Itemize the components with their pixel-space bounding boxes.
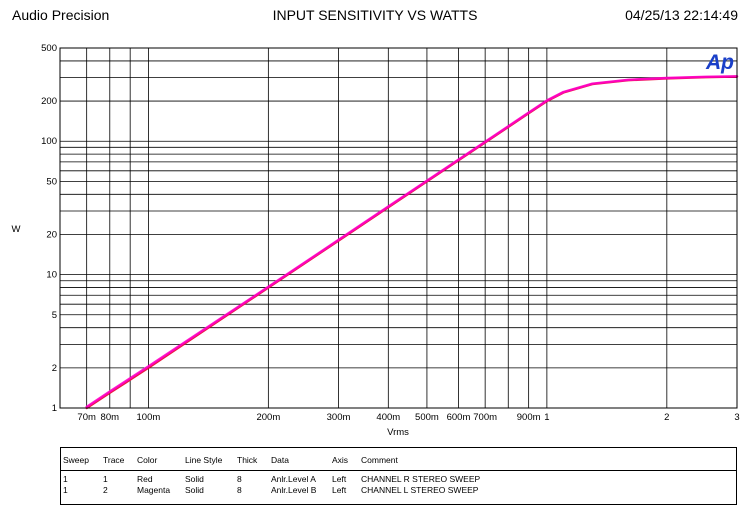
legend-cell-color: Magenta — [137, 485, 171, 495]
legend-cell-thick: 8 — [237, 485, 242, 495]
y-tick-label: 5 — [52, 310, 57, 321]
x-tick-label: 600m — [447, 412, 471, 423]
series-layer — [85, 75, 739, 410]
y-tick-label: 500 — [41, 43, 57, 54]
y-tick-label: 50 — [46, 176, 57, 187]
legend-cell-comment: CHANNEL L STEREO SWEEP — [361, 485, 479, 495]
y-tick-labels: 1 2 5 10 20 50 100 200 500 — [41, 43, 57, 414]
x-axis-label: Vrms — [387, 427, 409, 438]
legend-header-trace: Trace — [103, 455, 125, 465]
x-tick-labels: 70m 80m 100m 200m 300m 400m 500m 600m 700m 900m 1 2… — [77, 412, 739, 423]
legend-header-sweep: Sweep — [63, 455, 89, 465]
x-tick-label: 500m — [415, 412, 439, 423]
x-tick-label: 900m — [517, 412, 541, 423]
x-tick-label: 3 — [734, 412, 739, 423]
legend-header-comment: Comment — [361, 455, 398, 465]
legend-cell-line-style: Solid — [185, 485, 204, 495]
legend-separator — [61, 470, 736, 471]
y-tick-label: 10 — [46, 270, 57, 281]
legend-cell-trace: 1 — [103, 474, 108, 484]
x-tick-label: 400m — [376, 412, 400, 423]
x-tick-label: 700m — [473, 412, 497, 423]
legend-header-thick: Thick — [237, 455, 258, 465]
y-tick-label: 100 — [41, 136, 57, 147]
x-tick-label: 2 — [664, 412, 669, 423]
y-tick-label: 200 — [41, 96, 57, 107]
x-tick-label: 1 — [544, 412, 549, 423]
sweep-legend-table: Sweep Trace Color Line Style Thick Data … — [60, 447, 737, 505]
legend-header-data: Data — [271, 455, 289, 465]
y-tick-label: 2 — [52, 363, 57, 374]
y-tick-label: 1 — [52, 403, 57, 414]
legend-row: 1 1 Red Solid 8 Anlr.Level A Left CHANNE… — [61, 474, 736, 485]
ap-logo: Ap — [705, 51, 734, 74]
legend-header-line-style: Line Style — [185, 455, 223, 465]
x-tick-label: 200m — [256, 412, 280, 423]
x-tick-label: 100m — [137, 412, 161, 423]
chart-title: INPUT SENSITIVITY VS WATTS — [272, 7, 478, 23]
x-tick-label: 70m — [77, 412, 96, 423]
chart: 1 2 5 10 20 50 100 200 500 70m 80m 100m 200m 300m 400… — [12, 43, 740, 438]
legend-header-axis: Axis — [332, 455, 349, 465]
legend-cell-axis: Left — [332, 474, 347, 484]
legend-cell-axis: Left — [332, 485, 347, 495]
timestamp: 04/25/13 22:14:49 — [625, 7, 738, 23]
y-axis-label: W — [12, 224, 21, 235]
legend-row: 1 2 Magenta Solid 8 Anlr.Level B Left CH… — [61, 485, 736, 496]
app-title: Audio Precision — [12, 7, 110, 23]
legend-cell-trace: 2 — [103, 485, 108, 495]
legend-header-color: Color — [137, 455, 158, 465]
legend-cell-sweep: 1 — [63, 474, 68, 484]
grid — [60, 48, 737, 408]
series-line-magenta — [85, 75, 739, 409]
legend-cell-thick: 8 — [237, 474, 242, 484]
legend-cell-data: Anlr.Level A — [271, 474, 316, 484]
legend-cell-sweep: 1 — [63, 485, 68, 495]
legend-cell-data: Anlr.Level B — [271, 485, 317, 495]
x-tick-label: 300m — [327, 412, 351, 423]
x-tick-label: 80m — [101, 412, 120, 423]
y-tick-label: 20 — [46, 229, 57, 240]
legend-cell-color: Red — [137, 474, 153, 484]
legend-cell-comment: CHANNEL R STEREO SWEEP — [361, 474, 481, 484]
ap-logo-text: Ap — [705, 51, 734, 74]
legend-cell-line-style: Solid — [185, 474, 204, 484]
series-line-red — [85, 75, 739, 410]
plot-frame — [59, 47, 738, 409]
legend-header-row: Sweep Trace Color Line Style Thick Data … — [61, 455, 736, 467]
